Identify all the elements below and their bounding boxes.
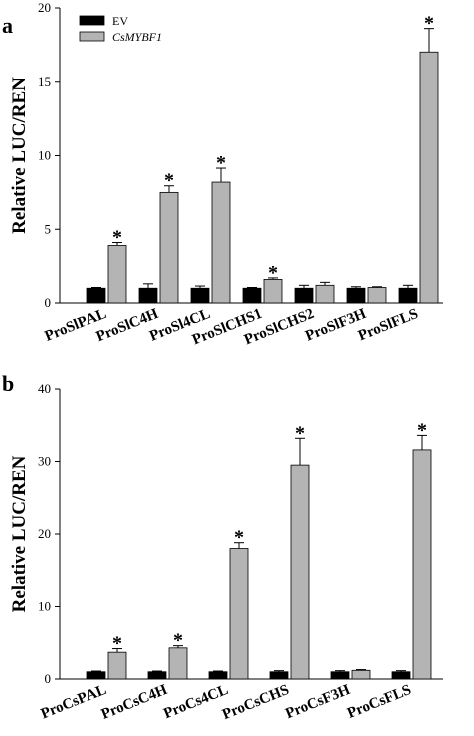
legend-label-ev: EV	[112, 14, 128, 28]
y-axis-label: Relative LUC/REN	[9, 77, 30, 234]
bar-ev	[86, 287, 106, 304]
category-label: ProCs4CL	[161, 682, 230, 722]
significance-mark: *	[112, 633, 122, 655]
bar-ev	[242, 287, 262, 304]
bar-ev	[346, 287, 366, 304]
bar-ev	[330, 671, 350, 680]
y-tick-label: 20	[38, 526, 51, 541]
bar-csmybf1	[107, 245, 127, 304]
bar-csmybf1	[290, 464, 310, 680]
bar-csmybf1	[211, 181, 231, 304]
bar-csmybf1	[315, 284, 335, 304]
panel-b: b Relative LUC/REN 0 10 20 30 40 * ProCsPAL * ProC…	[2, 371, 443, 723]
bar-csmybf1	[107, 651, 127, 680]
legend-swatch-csmybf1	[79, 31, 105, 42]
significance-mark: *	[173, 630, 183, 652]
bar-ev	[190, 287, 210, 304]
bar-csmybf1	[168, 647, 188, 680]
y-tick-label: 0	[45, 671, 52, 686]
y-tick-label: 0	[45, 295, 52, 310]
significance-mark: *	[112, 227, 122, 249]
significance-mark: *	[268, 262, 278, 284]
category-label: ProCsFLS	[345, 682, 413, 722]
bar-csmybf1	[229, 548, 249, 680]
significance-mark: *	[295, 422, 305, 444]
legend-label-csmybf1: CsMYBF1	[112, 30, 162, 44]
panel-label: b	[2, 371, 14, 396]
bar-csmybf1	[159, 191, 179, 304]
category-label: ProCsPAL	[39, 682, 109, 723]
significance-mark: *	[164, 170, 174, 192]
significance-mark: *	[216, 152, 226, 174]
y-tick-label: 10	[38, 148, 51, 163]
y-tick-label: 15	[38, 74, 51, 89]
bar-csmybf1	[419, 51, 439, 304]
bar-csmybf1	[367, 287, 387, 304]
category-label: ProCsC4H	[99, 682, 170, 723]
significance-mark: *	[234, 527, 244, 549]
y-tick-label: 10	[38, 599, 51, 614]
bar-csmybf1	[351, 669, 371, 680]
panel-label: a	[2, 13, 13, 38]
y-tick-label: 40	[38, 381, 51, 396]
bar-ev	[208, 671, 228, 680]
y-tick-label: 30	[38, 454, 51, 469]
bar-ev	[269, 671, 289, 680]
bar-ev	[138, 287, 158, 304]
bar-csmybf1	[412, 449, 432, 680]
category-label: ProCsCHS	[220, 682, 291, 723]
legend-swatch-ev	[79, 15, 105, 26]
bar-ev	[398, 287, 418, 304]
bar-ev	[147, 671, 167, 680]
significance-mark: *	[424, 13, 434, 35]
y-tick-label: 5	[45, 221, 52, 236]
category-label: ProSlFLS	[356, 306, 420, 344]
bar-ev	[294, 287, 314, 304]
y-axis-label: Relative LUC/REN	[9, 455, 30, 612]
bar-ev	[86, 671, 106, 680]
significance-mark: *	[417, 419, 427, 441]
category-label: ProCsF3H	[283, 682, 352, 722]
bar-ev	[391, 671, 411, 680]
y-tick-label: 20	[38, 0, 51, 15]
